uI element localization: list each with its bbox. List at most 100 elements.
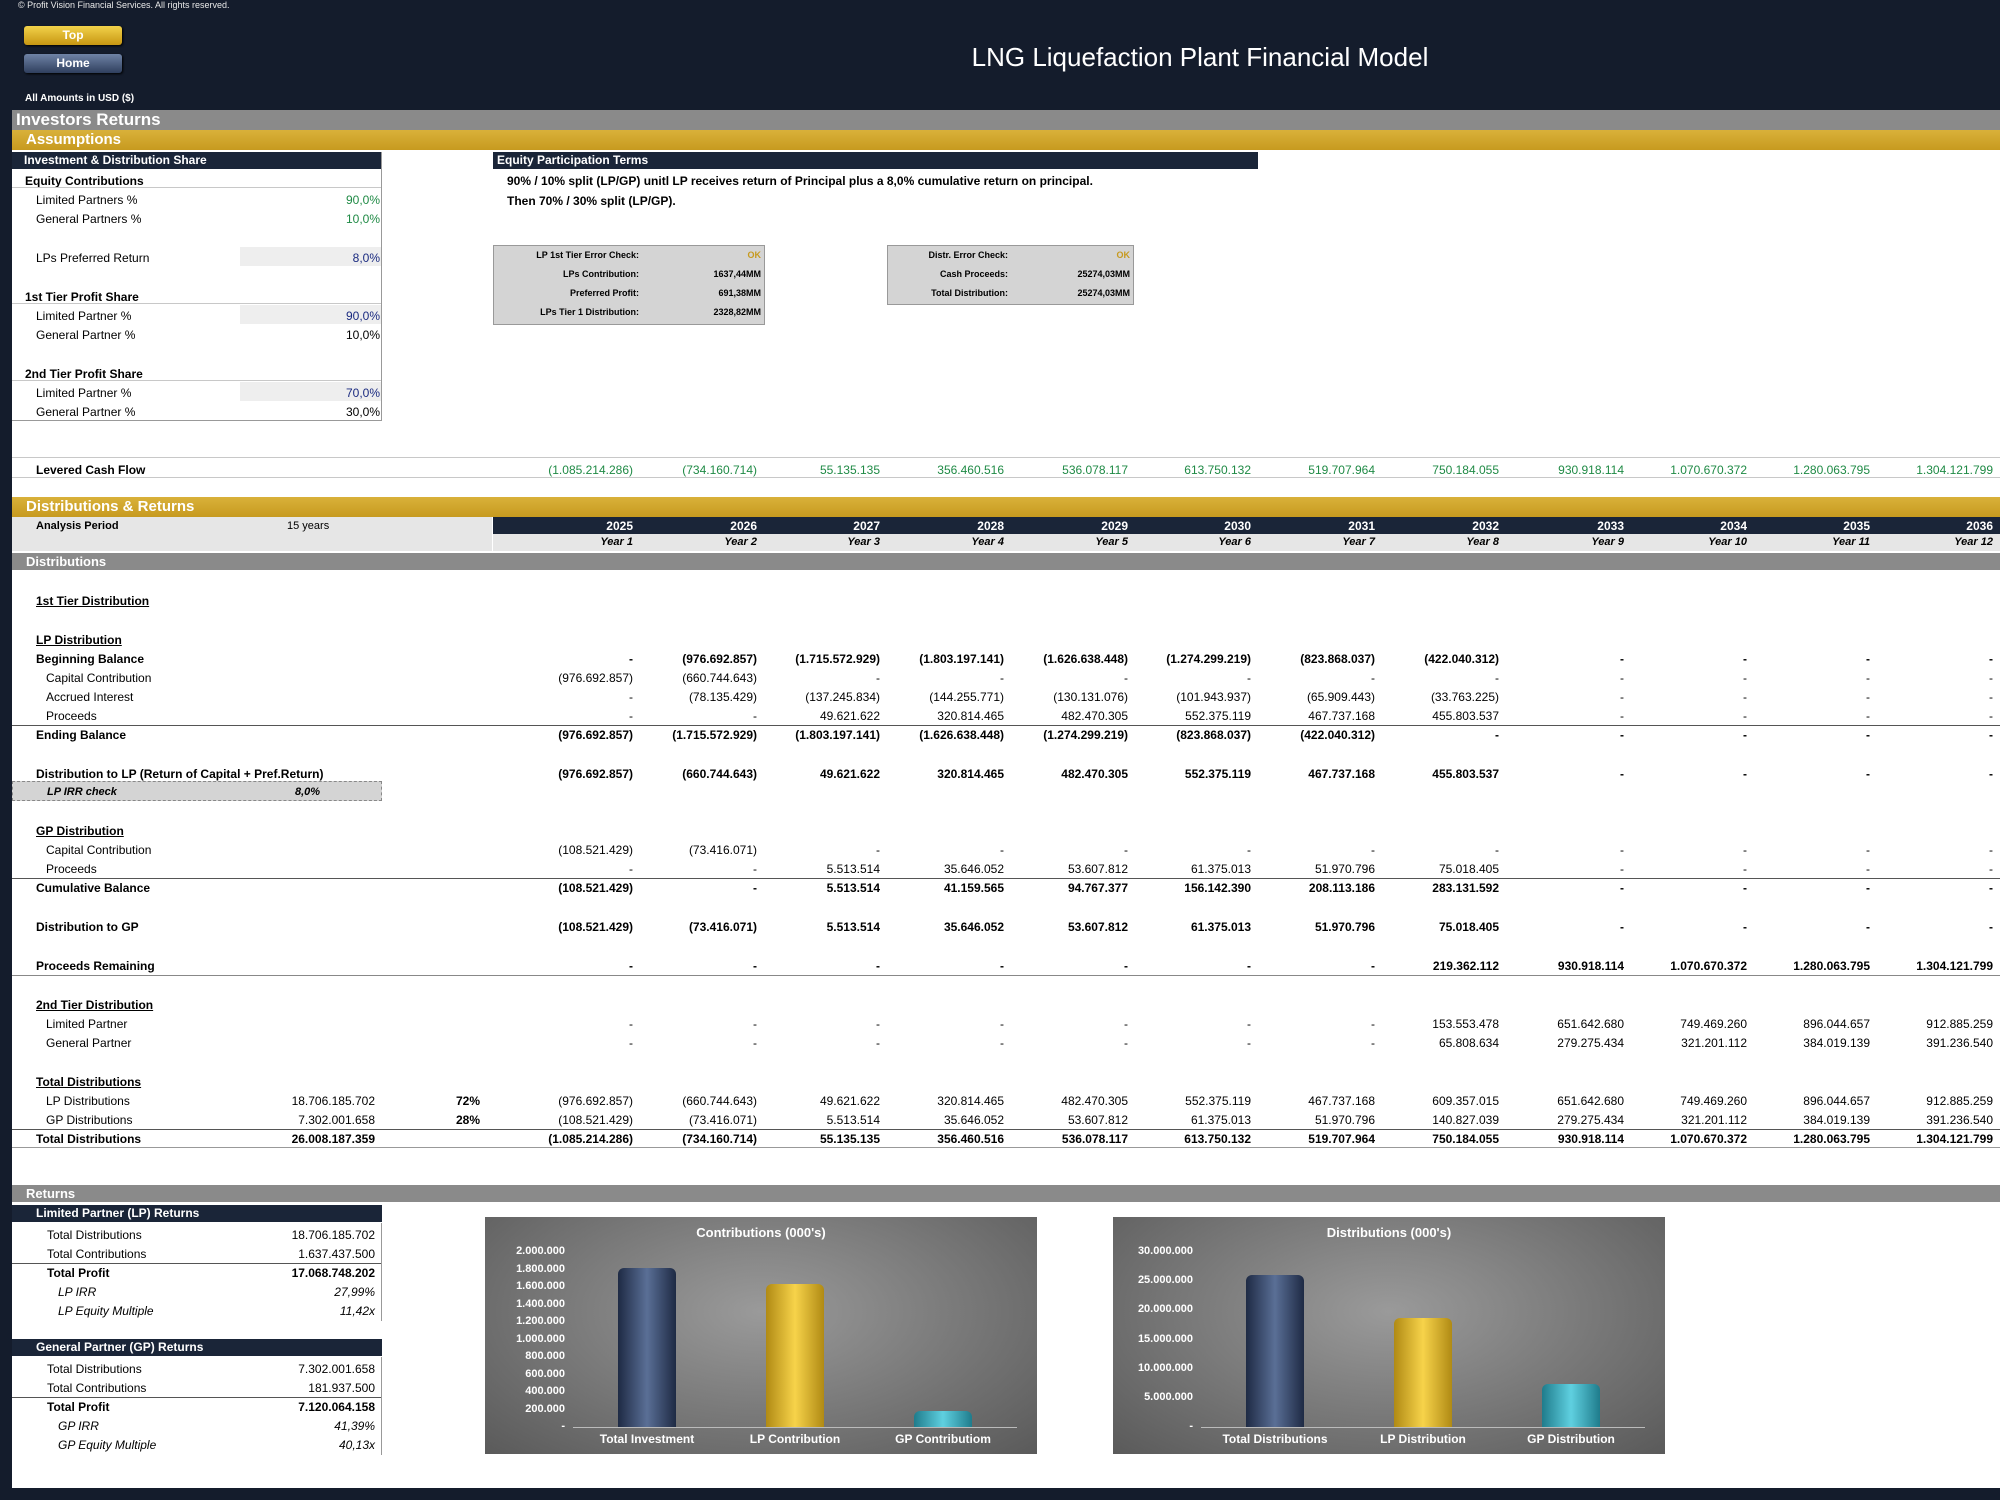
- dist-check-box: Distr. Error Check: OK Cash Proceeds: 2527…: [887, 245, 1134, 305]
- dist-cell: -: [1124, 959, 1128, 973]
- dist-cell: 384.019.139: [1803, 1113, 1870, 1127]
- dist-cell: -: [1495, 843, 1499, 857]
- dist-cell: 279.275.434: [1557, 1036, 1624, 1050]
- dist-cell: -: [876, 1017, 880, 1031]
- dist-cell: -: [1989, 652, 1993, 666]
- chart-x-label: Total Investment: [599, 1432, 695, 1446]
- chart-y-tick: 1.200.000: [516, 1315, 565, 1327]
- dist-cell: 279.275.434: [1557, 1113, 1624, 1127]
- chart-x-label: GP Distribution: [1527, 1432, 1615, 1446]
- return-label: Total Profit: [47, 1266, 110, 1280]
- dist-cell: -: [1866, 767, 1870, 781]
- dist-cell: (1.085.214.286): [548, 1132, 633, 1146]
- dist-cell: -: [1620, 690, 1624, 704]
- chart-x-label: Total Distributions: [1222, 1432, 1328, 1446]
- dist-cell: -: [1247, 1036, 1251, 1050]
- row-divider: [12, 1397, 382, 1398]
- dist-cell: (108.521.429): [558, 920, 633, 934]
- dist-cell: 356.460.516: [937, 1132, 1004, 1146]
- dist-cell: (1.715.572.929): [672, 728, 757, 742]
- chart-x-label: LP Contribution: [749, 1432, 841, 1446]
- top-button[interactable]: Top: [24, 26, 122, 45]
- dist-cell: -: [1866, 671, 1870, 685]
- tier2-lp-label: Limited Partner %: [36, 386, 132, 400]
- home-button[interactable]: Home: [24, 54, 122, 73]
- dist-cell: 896.044.657: [1803, 1094, 1870, 1108]
- dist-cell: 1.280.063.795: [1793, 1132, 1870, 1146]
- dist-row-label: LP Distributions: [46, 1094, 130, 1108]
- amounts-label: All Amounts in USD ($): [25, 93, 135, 104]
- levered-cf-cell: 1.280.063.795: [1793, 463, 1870, 477]
- dist-cell: 467.737.168: [1308, 767, 1375, 781]
- dist-cell: 467.737.168: [1308, 709, 1375, 723]
- return-label: Total Distributions: [47, 1228, 142, 1242]
- dist-cell: -: [1371, 1017, 1375, 1031]
- chart-y-tick: 1.800.000: [516, 1262, 565, 1275]
- dist-cell: 61.375.013: [1190, 862, 1251, 876]
- row-divider: [12, 1147, 2000, 1148]
- row-divider: [12, 725, 2000, 726]
- dist-cell: -: [1989, 881, 1993, 895]
- dist-cell: 384.019.139: [1803, 1036, 1870, 1050]
- dist-cell: 41.159.565: [943, 881, 1004, 895]
- dist-cell: -: [1866, 728, 1870, 742]
- dist-cell: 552.375.119: [1184, 767, 1251, 781]
- year-number-cell: Year 8: [1466, 536, 1499, 548]
- return-value: 41,39%: [334, 1419, 375, 1433]
- dist-cell: (1.803.197.141): [919, 652, 1004, 666]
- row-divider: [12, 1129, 2000, 1130]
- dist-cell: 391.236.540: [1926, 1113, 1993, 1127]
- dist-total-cell: 7.302.001.658: [298, 1113, 375, 1127]
- dist-cell: 896.044.657: [1803, 1017, 1870, 1031]
- gp-pct-label: General Partners %: [36, 212, 142, 226]
- chart-x-axis: [573, 1427, 1017, 1428]
- dist-cell: (108.521.429): [558, 881, 633, 895]
- distributions-chart: Distributions (000's) - 5.000.000 10.000.0…: [1113, 1217, 1665, 1454]
- terms-header: Equity Participation Terms: [493, 152, 1258, 169]
- chart-bar: [766, 1283, 824, 1427]
- year-number-cell: Year 12: [1954, 536, 1993, 548]
- dist-cell: -: [1866, 862, 1870, 876]
- dist-cell: (1.626.638.448): [919, 728, 1004, 742]
- dist-cell: -: [1620, 671, 1624, 685]
- dist-cell: 140.827.039: [1432, 1113, 1499, 1127]
- year-header-cell: 2032: [1472, 519, 1499, 533]
- row-divider: [12, 1263, 382, 1264]
- gp-returns-header: General Partner (GP) Returns: [12, 1339, 382, 1356]
- dist-cell: 482.470.305: [1061, 767, 1128, 781]
- dist-cell: (73.416.071): [688, 843, 757, 857]
- tier2-gp-value: 30,0%: [345, 405, 380, 419]
- dist-cell: -: [1000, 1036, 1004, 1050]
- app-title: LNG Liquefaction Plant Financial Model: [971, 42, 1429, 72]
- table-border: [381, 1357, 382, 1455]
- tier1-lp-input[interactable]: [240, 305, 382, 324]
- dist-cell: 65.808.634: [1438, 1036, 1499, 1050]
- dist-cell: -: [1743, 728, 1747, 742]
- chart-y-tick: 25.000.000: [1137, 1274, 1193, 1287]
- dist-cell: (108.521.429): [558, 843, 633, 857]
- chart-y-tick: 10.000.000: [1137, 1361, 1193, 1374]
- dist-cell: (108.521.429): [558, 1113, 633, 1127]
- return-label: GP Equity Multiple: [58, 1438, 157, 1452]
- dist-cell: 750.184.055: [1432, 1132, 1499, 1146]
- dist-returns-bar: Distributions & Returns: [12, 497, 2000, 517]
- dist-cell: 609.357.015: [1432, 1094, 1499, 1108]
- dist-cell: (422.040.312): [1424, 652, 1499, 666]
- copyright: © Profit Vision Financial Services. All …: [18, 0, 230, 10]
- dist-cell: 912.885.259: [1926, 1017, 1993, 1031]
- dist-cell: 1.280.063.795: [1793, 959, 1870, 973]
- return-value: 40,13x: [338, 1438, 375, 1452]
- dist-cell: -: [1000, 1017, 1004, 1031]
- tier2-lp-input[interactable]: [240, 382, 382, 401]
- dist-cell: (660.744.643): [682, 767, 757, 781]
- dist-cell: (78.135.429): [688, 690, 757, 704]
- dist-cell: 5.513.514: [826, 1113, 880, 1127]
- dist-cell: 455.803.537: [1432, 767, 1499, 781]
- chart-x-label: LP Distribution: [1380, 1432, 1466, 1446]
- dist-cell: (137.245.834): [805, 690, 880, 704]
- pref-return-input[interactable]: [240, 247, 382, 266]
- returns-bar: Returns: [12, 1185, 2000, 1202]
- page-title: Investors Returns: [12, 110, 2000, 130]
- dist-cell: -: [629, 652, 633, 666]
- investment-share-header: Investment & Distribution Share: [12, 152, 382, 169]
